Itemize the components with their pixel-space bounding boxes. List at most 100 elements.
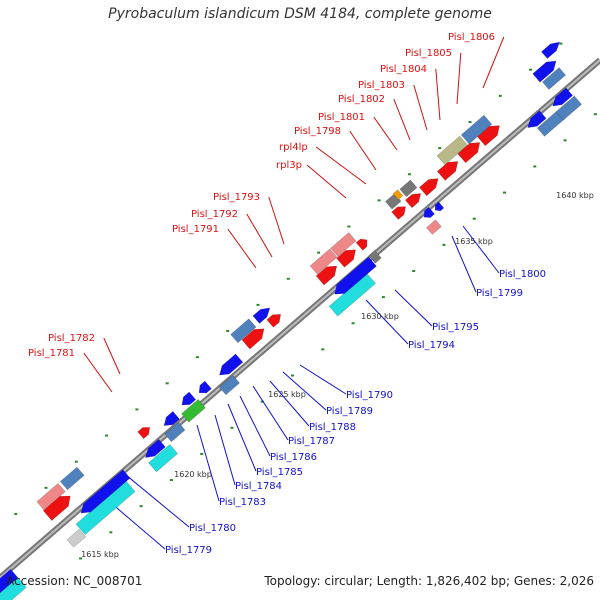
gene-block xyxy=(315,265,338,286)
gene-shape xyxy=(426,219,442,235)
gene-block xyxy=(532,60,557,83)
leader-line xyxy=(349,130,377,171)
gene-block xyxy=(541,41,560,59)
gene-shape xyxy=(334,256,377,295)
gene-block xyxy=(241,328,265,350)
gene-shape xyxy=(137,427,151,439)
gene-label-forward: Pisl_1802 xyxy=(338,94,385,105)
gene-shape xyxy=(66,528,87,548)
leader-line xyxy=(227,403,257,472)
scale-tick-label: 1640 kbp xyxy=(556,191,594,200)
gene-block xyxy=(423,206,435,218)
gc-dot xyxy=(533,165,537,168)
gc-dot xyxy=(14,512,18,515)
gc-dot xyxy=(377,199,381,202)
gc-dot xyxy=(381,296,385,299)
leader-line xyxy=(252,385,289,441)
gene-block xyxy=(552,87,573,107)
leader-line xyxy=(282,371,327,411)
gene-block xyxy=(181,391,197,406)
gene-shape xyxy=(434,201,445,212)
gene-block xyxy=(334,256,377,295)
leader-line xyxy=(268,196,285,245)
leader-line xyxy=(269,380,310,427)
gene-label-forward: Pisl_1782 xyxy=(48,333,95,344)
gc-dot xyxy=(317,251,321,254)
gene-block xyxy=(477,125,500,147)
gene-block xyxy=(527,110,547,128)
leader-line xyxy=(196,424,220,502)
gene-shape xyxy=(198,380,212,394)
gene-label-forward: Pisl_1793 xyxy=(213,192,260,203)
gene-block xyxy=(219,353,244,376)
gc-dot xyxy=(109,531,113,534)
gc-dot xyxy=(256,303,260,306)
gene-label-forward: Pisl_1806 xyxy=(448,32,495,43)
leader-line xyxy=(125,474,190,528)
gene-label-forward: Pisl_1804 xyxy=(380,64,427,75)
gene-shape xyxy=(219,353,244,376)
gene-block xyxy=(555,95,582,121)
map-title: Pyrobaculum islandicum DSM 4184, complet… xyxy=(108,6,492,22)
gene-label-reverse: Pisl_1779 xyxy=(165,545,212,556)
label-leader-lines xyxy=(83,36,505,550)
gene-label-forward: Pisl_1781 xyxy=(28,348,75,359)
gene-label-reverse: Pisl_1785 xyxy=(256,467,303,478)
gc-dot xyxy=(79,557,83,560)
gene-block xyxy=(252,307,271,324)
gene-shape xyxy=(542,67,566,90)
gene-block xyxy=(391,206,406,220)
gc-dot-track xyxy=(14,42,597,560)
gene-shape xyxy=(59,466,85,491)
gene-label-reverse: Pisl_1790 xyxy=(346,390,393,401)
gc-dot xyxy=(559,42,563,45)
gene-shape xyxy=(309,248,338,275)
gene-shape xyxy=(552,87,573,107)
gene-block xyxy=(399,179,418,198)
scale-tick-label: 1630 kbp xyxy=(361,312,399,321)
leader-line xyxy=(462,225,500,274)
gene-block xyxy=(542,67,566,90)
leader-line xyxy=(103,337,121,375)
gene-label-reverse: Pisl_1795 xyxy=(432,322,479,333)
gene-block xyxy=(368,250,382,264)
gene-block xyxy=(0,568,19,600)
gene-block xyxy=(405,193,422,209)
leader-line xyxy=(315,146,367,185)
gene-label-reverse: Pisl_1783 xyxy=(219,497,266,508)
gene-label-forward: Pisl_1805 xyxy=(405,48,452,59)
gc-dot xyxy=(347,225,351,228)
gene-shape xyxy=(36,483,66,511)
gene-block xyxy=(198,380,212,394)
gene-block xyxy=(230,318,257,344)
gene-block xyxy=(59,466,85,491)
gc-dot xyxy=(226,330,230,333)
gene-block xyxy=(434,201,445,212)
gene-label-reverse: Pisl_1787 xyxy=(288,436,335,447)
gene-block xyxy=(66,528,87,548)
gc-dot xyxy=(169,479,173,482)
gene-shape xyxy=(555,95,582,121)
leader-line xyxy=(393,98,411,141)
gene-labels: Pisl_1806 Pisl_1805 Pisl_1804 Pisl_1803 Pisl… xyxy=(28,32,546,556)
gene-block xyxy=(218,375,240,396)
gene-label-forward: Pisl_1798 xyxy=(294,126,341,137)
gc-dot xyxy=(438,147,442,150)
gene-shape xyxy=(241,328,265,350)
gene-shape xyxy=(218,375,240,396)
gc-dot xyxy=(412,269,416,272)
gene-label-forward: rpl3p xyxy=(276,160,302,171)
gene-block xyxy=(181,399,206,423)
gene-shape xyxy=(527,110,547,128)
scale-tick-label: 1620 kbp xyxy=(174,470,212,479)
gene-block xyxy=(80,469,131,514)
gene-shape xyxy=(399,179,418,198)
leader-line xyxy=(451,235,477,293)
gene-block xyxy=(392,189,404,201)
gc-dot xyxy=(200,452,204,455)
gc-dot xyxy=(135,408,139,411)
gene-shape xyxy=(423,206,435,218)
gc-dot xyxy=(468,120,472,123)
scale-tick-label: 1625 kbp xyxy=(268,390,306,399)
